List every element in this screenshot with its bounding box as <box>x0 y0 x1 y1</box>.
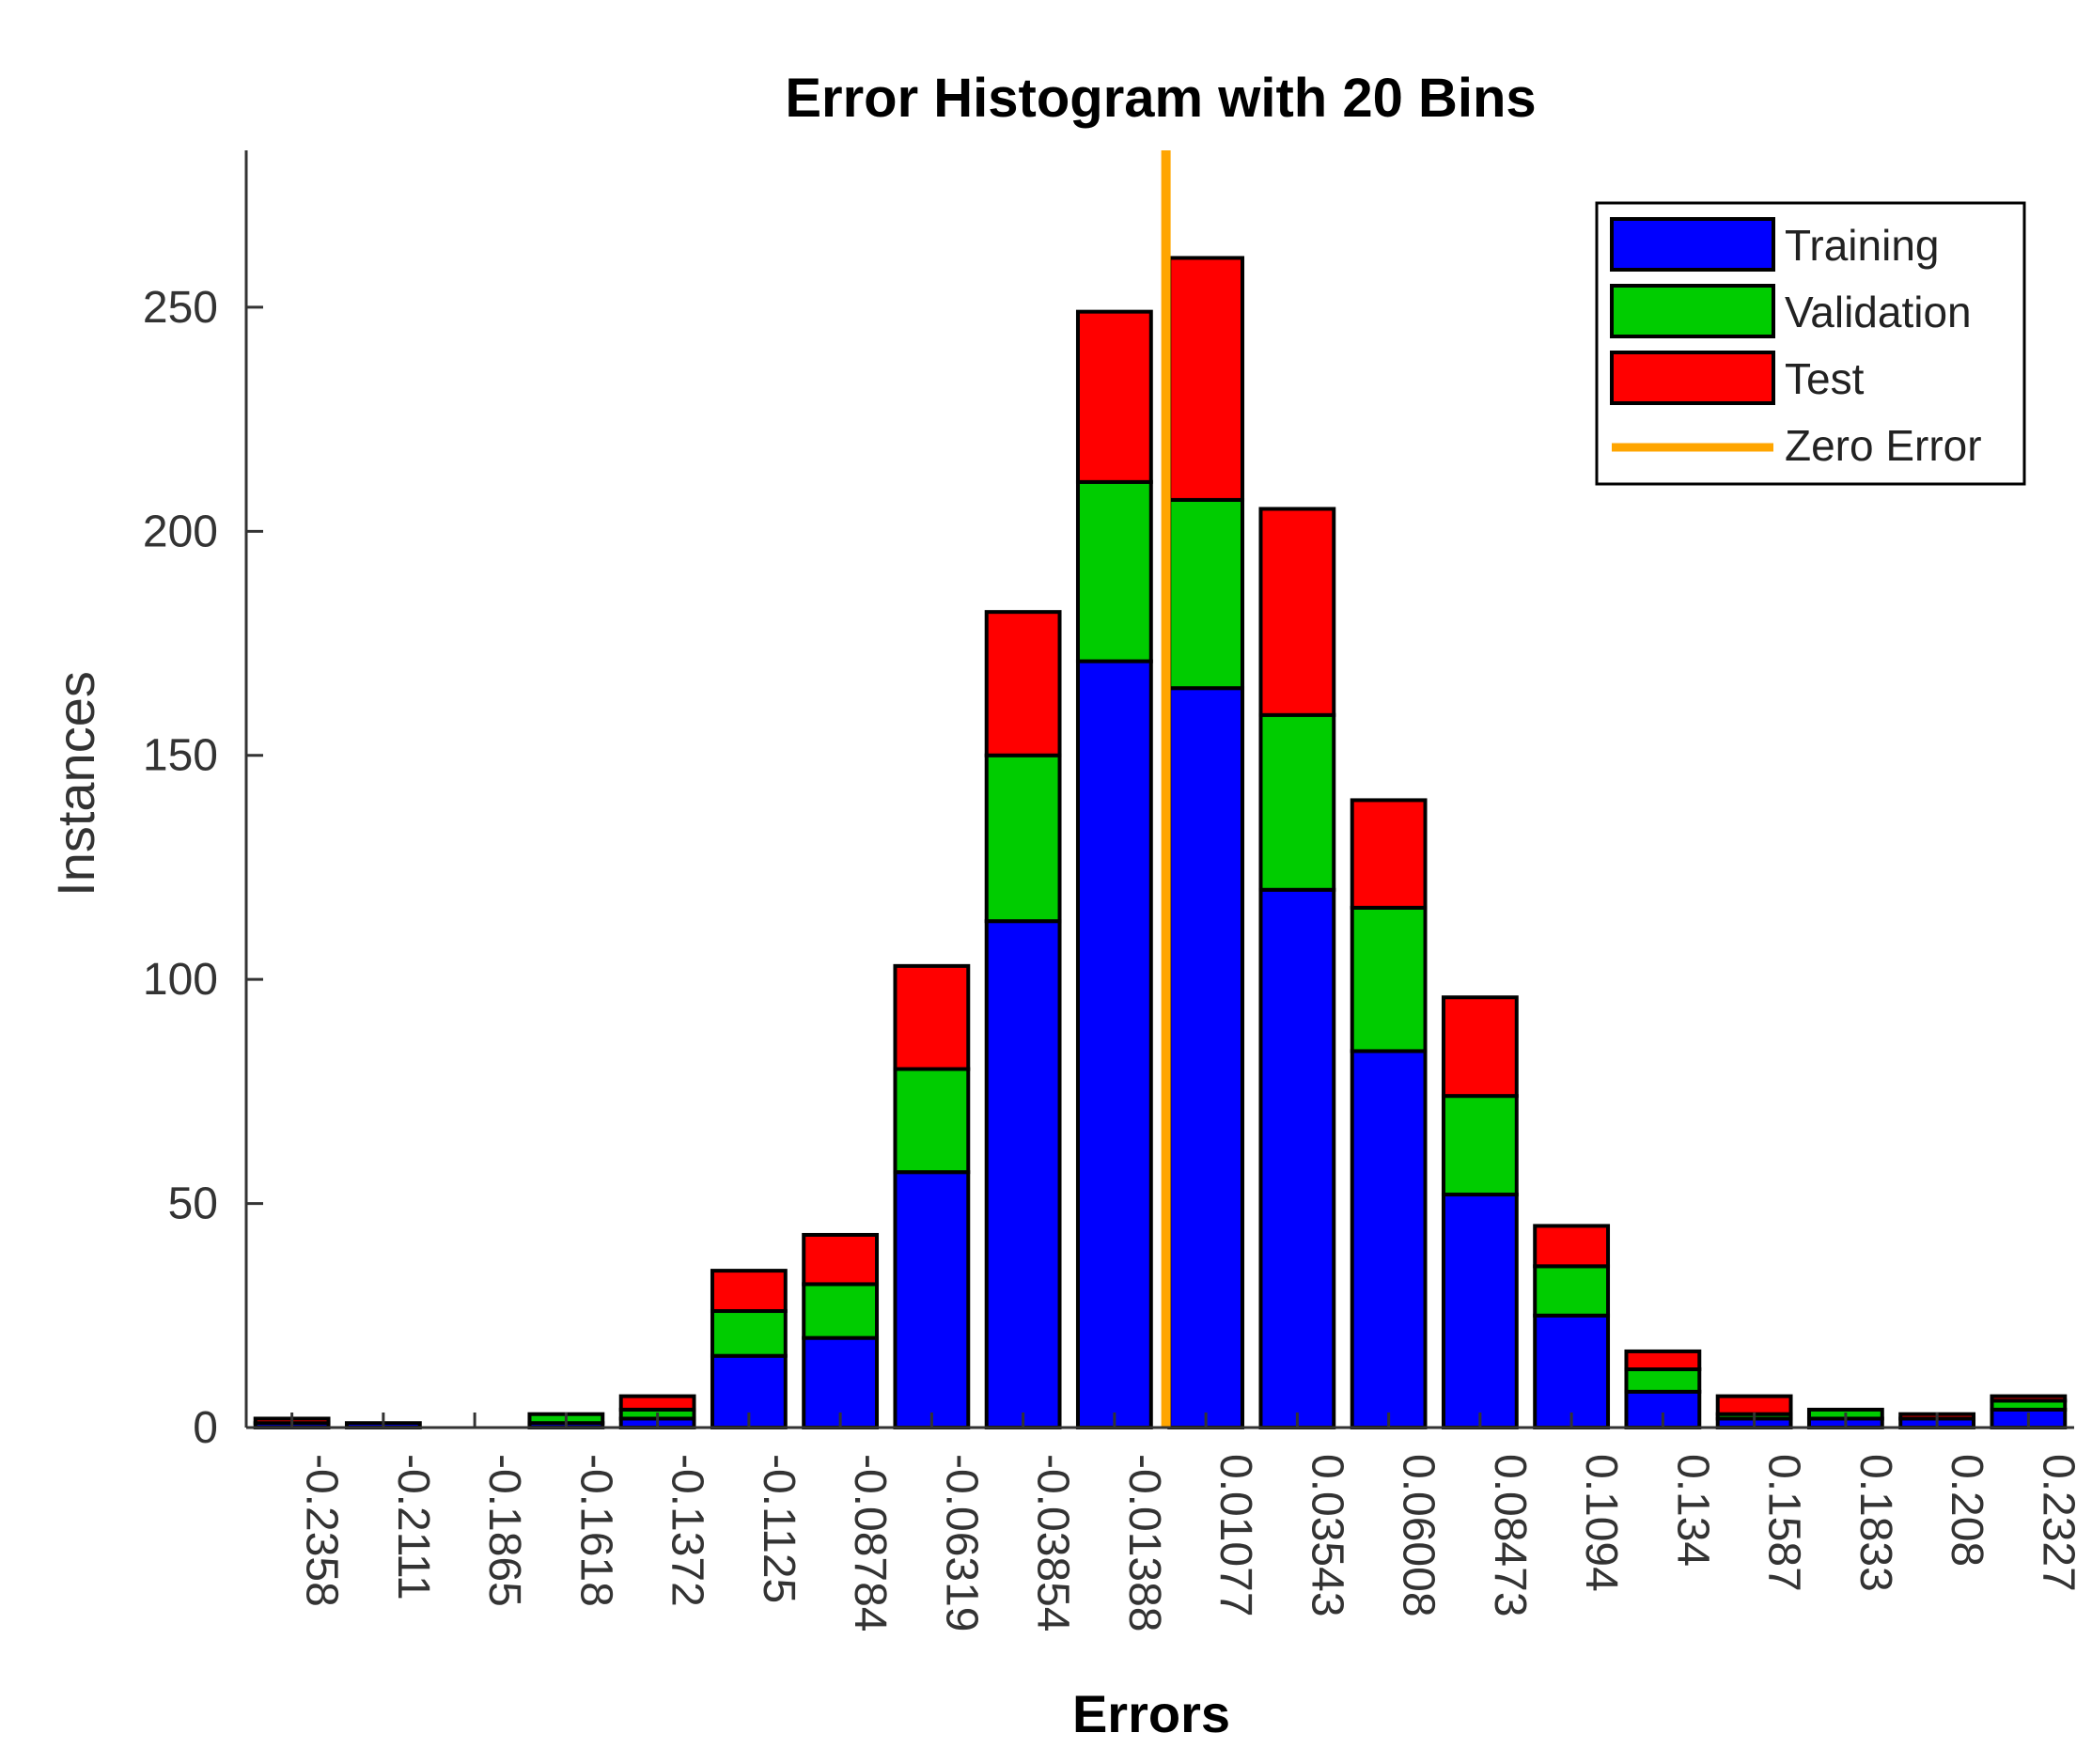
bar-test-7 <box>893 963 971 1071</box>
legend-label: Test <box>1785 354 1865 403</box>
x-tick-label: -0.03854 <box>1028 1454 1078 1632</box>
bar-validation-5 <box>710 1309 788 1358</box>
bar-test-11 <box>1258 507 1336 717</box>
bar-test-19 <box>1990 1394 2068 1403</box>
x-tick-label: -0.1618 <box>570 1454 620 1607</box>
x-tick-label: 0.1587 <box>1759 1454 1809 1592</box>
legend-label: Validation <box>1785 288 1972 336</box>
x-tick-label: -0.1372 <box>663 1454 712 1607</box>
legend-label: Zero Error <box>1785 421 1982 470</box>
legend-label: Training <box>1785 221 1939 270</box>
y-tick-label: 50 <box>168 1179 218 1229</box>
bar-test-9 <box>1075 309 1153 484</box>
x-tick-label: -0.1125 <box>754 1454 804 1603</box>
x-tick-label: -0.01388 <box>1119 1454 1169 1632</box>
bar-test-14 <box>1533 1224 1611 1269</box>
bar-test-15 <box>1624 1349 1702 1372</box>
bar-validation-8 <box>984 753 1062 924</box>
bar-test-16 <box>1715 1394 1793 1416</box>
bar-test-5 <box>710 1269 788 1314</box>
bar-validation-9 <box>1075 479 1153 663</box>
x-tick-label: 0.06008 <box>1394 1454 1444 1617</box>
y-tick-label: 250 <box>143 283 218 333</box>
axes-layer: 0 50 100 150 200 250 -0.2358 -0.2111 -0.1865 -0.1… <box>143 150 2083 1632</box>
chart-title: Error Histogram with 20 Bins <box>785 68 1536 129</box>
bar-validation-13 <box>1441 1094 1519 1197</box>
x-tick-label: 0.08473 <box>1485 1454 1535 1617</box>
x-tick-label: 0.03543 <box>1302 1454 1351 1617</box>
bar-validation-6 <box>802 1282 880 1340</box>
bar-training-9 <box>1075 659 1153 1429</box>
x-axis-label: Errors <box>1072 1684 1230 1743</box>
bar-validation-14 <box>1533 1264 1611 1318</box>
y-tick-label: 200 <box>143 507 218 556</box>
x-tick-label: -0.08784 <box>845 1454 895 1632</box>
bar-training-12 <box>1350 1049 1428 1429</box>
bar-test-12 <box>1350 798 1428 910</box>
x-tick-label: -0.06319 <box>936 1454 986 1632</box>
bar-training-11 <box>1258 887 1336 1429</box>
y-tick-label: 100 <box>143 955 218 1005</box>
x-tick-label: 0.1833 <box>1850 1454 1900 1592</box>
legend-swatch-training <box>1610 217 1775 272</box>
x-tick-label: 0.01077 <box>1210 1454 1260 1617</box>
y-tick-label: 0 <box>193 1403 218 1453</box>
x-tick-label: 0.1094 <box>1576 1454 1626 1592</box>
bar-validation-11 <box>1258 712 1336 892</box>
y-axis-label: Instances <box>46 671 105 897</box>
bar-validation-7 <box>893 1067 971 1175</box>
x-tick-label: -0.1865 <box>479 1454 529 1607</box>
bar-training-10 <box>1167 686 1245 1429</box>
x-tick-label: 0.2327 <box>2033 1454 2083 1592</box>
bar-test-4 <box>618 1394 696 1412</box>
bar-training-7 <box>893 1170 971 1429</box>
legend-swatch-validation <box>1610 284 1775 338</box>
bar-training-8 <box>984 919 1062 1429</box>
bar-test-10 <box>1167 256 1245 502</box>
y-tick-label: 150 <box>143 731 218 781</box>
bar-test-13 <box>1441 995 1519 1099</box>
bar-validation-15 <box>1624 1367 1702 1394</box>
x-tick-label: 0.134 <box>1667 1454 1717 1567</box>
bar-test-6 <box>802 1232 880 1287</box>
bar-test-8 <box>984 610 1062 757</box>
legend: Training Validation Test Zero Error <box>1595 201 2026 486</box>
bars-layer <box>253 256 2068 1430</box>
x-tick-label: -0.2358 <box>297 1454 347 1607</box>
bar-validation-10 <box>1167 497 1245 691</box>
legend-swatch-test <box>1610 351 1775 405</box>
bar-validation-12 <box>1350 905 1428 1054</box>
x-tick-label: 0.208 <box>1942 1454 1991 1567</box>
x-tick-label: -0.2111 <box>388 1454 438 1600</box>
bar-training-14 <box>1533 1313 1611 1429</box>
bar-training-13 <box>1441 1193 1519 1430</box>
